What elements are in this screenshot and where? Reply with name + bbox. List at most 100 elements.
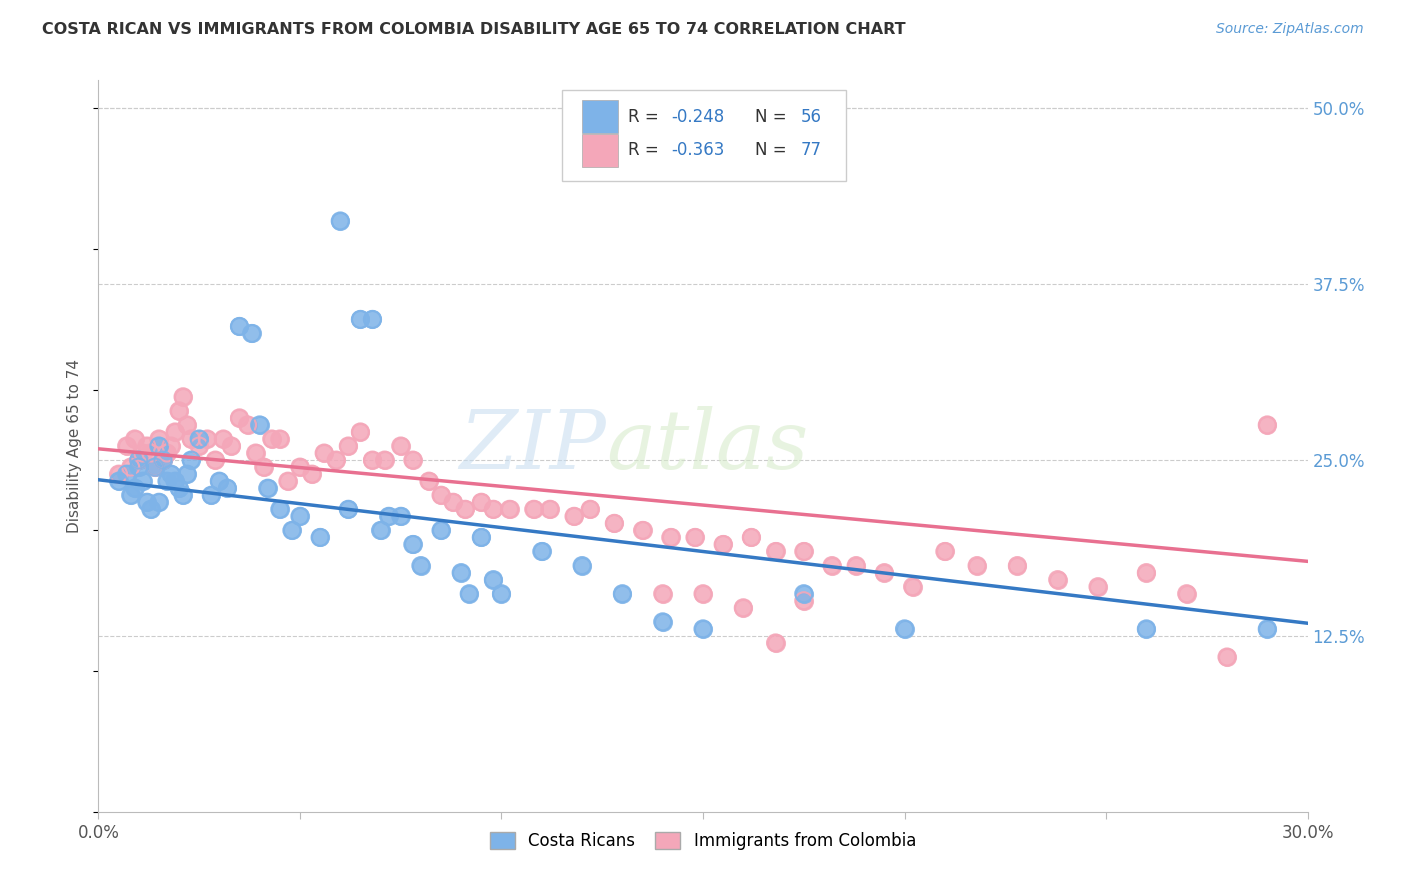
- Point: [659, 530, 682, 544]
- Point: [217, 481, 239, 495]
- Point: [204, 453, 226, 467]
- Point: [692, 622, 714, 636]
- Point: [603, 516, 626, 531]
- Point: [314, 446, 336, 460]
- Point: [1256, 417, 1278, 432]
- Point: [1175, 587, 1198, 601]
- Point: [139, 446, 162, 460]
- Point: [793, 587, 815, 601]
- Point: [966, 558, 988, 573]
- Point: [152, 453, 174, 467]
- Point: [523, 502, 546, 516]
- Point: [135, 495, 157, 509]
- Point: [245, 446, 267, 460]
- Point: [329, 214, 352, 228]
- Point: [288, 460, 311, 475]
- Point: [659, 530, 682, 544]
- Point: [107, 474, 129, 488]
- Point: [249, 417, 271, 432]
- Point: [288, 460, 311, 475]
- Point: [651, 587, 673, 601]
- Point: [683, 530, 706, 544]
- Point: [204, 453, 226, 467]
- Point: [651, 615, 673, 629]
- Point: [1135, 622, 1157, 636]
- Point: [612, 587, 634, 601]
- Text: N =: N =: [755, 108, 792, 126]
- Point: [277, 474, 299, 488]
- Point: [370, 524, 392, 538]
- Point: [1007, 558, 1029, 573]
- Point: [240, 326, 263, 341]
- Point: [249, 417, 271, 432]
- Point: [470, 495, 492, 509]
- Point: [107, 467, 129, 482]
- Point: [167, 481, 190, 495]
- Point: [107, 474, 129, 488]
- Text: 56: 56: [801, 108, 823, 126]
- Point: [631, 524, 654, 538]
- Point: [329, 214, 352, 228]
- Point: [765, 636, 787, 650]
- Point: [873, 566, 896, 580]
- Text: COSTA RICAN VS IMMIGRANTS FROM COLOMBIA DISABILITY AGE 65 TO 74 CORRELATION CHAR: COSTA RICAN VS IMMIGRANTS FROM COLOMBIA …: [42, 22, 905, 37]
- Point: [188, 439, 211, 453]
- Point: [152, 453, 174, 467]
- Point: [163, 474, 186, 488]
- Point: [530, 544, 553, 558]
- Point: [135, 439, 157, 453]
- Point: [482, 573, 505, 587]
- Point: [148, 495, 170, 509]
- Point: [156, 474, 179, 488]
- FancyBboxPatch shape: [582, 101, 619, 133]
- Point: [128, 453, 150, 467]
- Point: [603, 516, 626, 531]
- Point: [482, 573, 505, 587]
- Point: [172, 488, 194, 502]
- Point: [132, 474, 155, 488]
- Point: [236, 417, 259, 432]
- Point: [269, 432, 291, 446]
- Point: [124, 481, 146, 495]
- Point: [107, 467, 129, 482]
- Point: [180, 432, 202, 446]
- Point: [139, 502, 162, 516]
- Point: [530, 544, 553, 558]
- Point: [893, 622, 915, 636]
- Point: [152, 453, 174, 467]
- Point: [1135, 622, 1157, 636]
- Point: [458, 587, 481, 601]
- Point: [966, 558, 988, 573]
- Point: [470, 495, 492, 509]
- Point: [172, 390, 194, 404]
- Point: [793, 587, 815, 601]
- Point: [793, 593, 815, 607]
- Point: [765, 544, 787, 558]
- Point: [188, 432, 211, 446]
- Point: [120, 488, 142, 502]
- Point: [160, 467, 183, 482]
- Point: [325, 453, 347, 467]
- Point: [228, 410, 250, 425]
- Point: [523, 502, 546, 516]
- Point: [160, 439, 183, 453]
- Point: [337, 502, 360, 516]
- Point: [893, 622, 915, 636]
- Point: [821, 558, 844, 573]
- Point: [845, 558, 868, 573]
- Point: [148, 432, 170, 446]
- Point: [128, 453, 150, 467]
- Legend: Costa Ricans, Immigrants from Colombia: Costa Ricans, Immigrants from Colombia: [482, 823, 924, 858]
- Point: [180, 453, 202, 467]
- Point: [1216, 650, 1239, 665]
- Point: [458, 587, 481, 601]
- Point: [418, 474, 440, 488]
- Point: [377, 509, 399, 524]
- Point: [374, 453, 396, 467]
- Point: [430, 488, 453, 502]
- Point: [651, 587, 673, 601]
- Point: [711, 537, 734, 551]
- Point: [482, 502, 505, 516]
- Point: [208, 474, 231, 488]
- Point: [176, 467, 198, 482]
